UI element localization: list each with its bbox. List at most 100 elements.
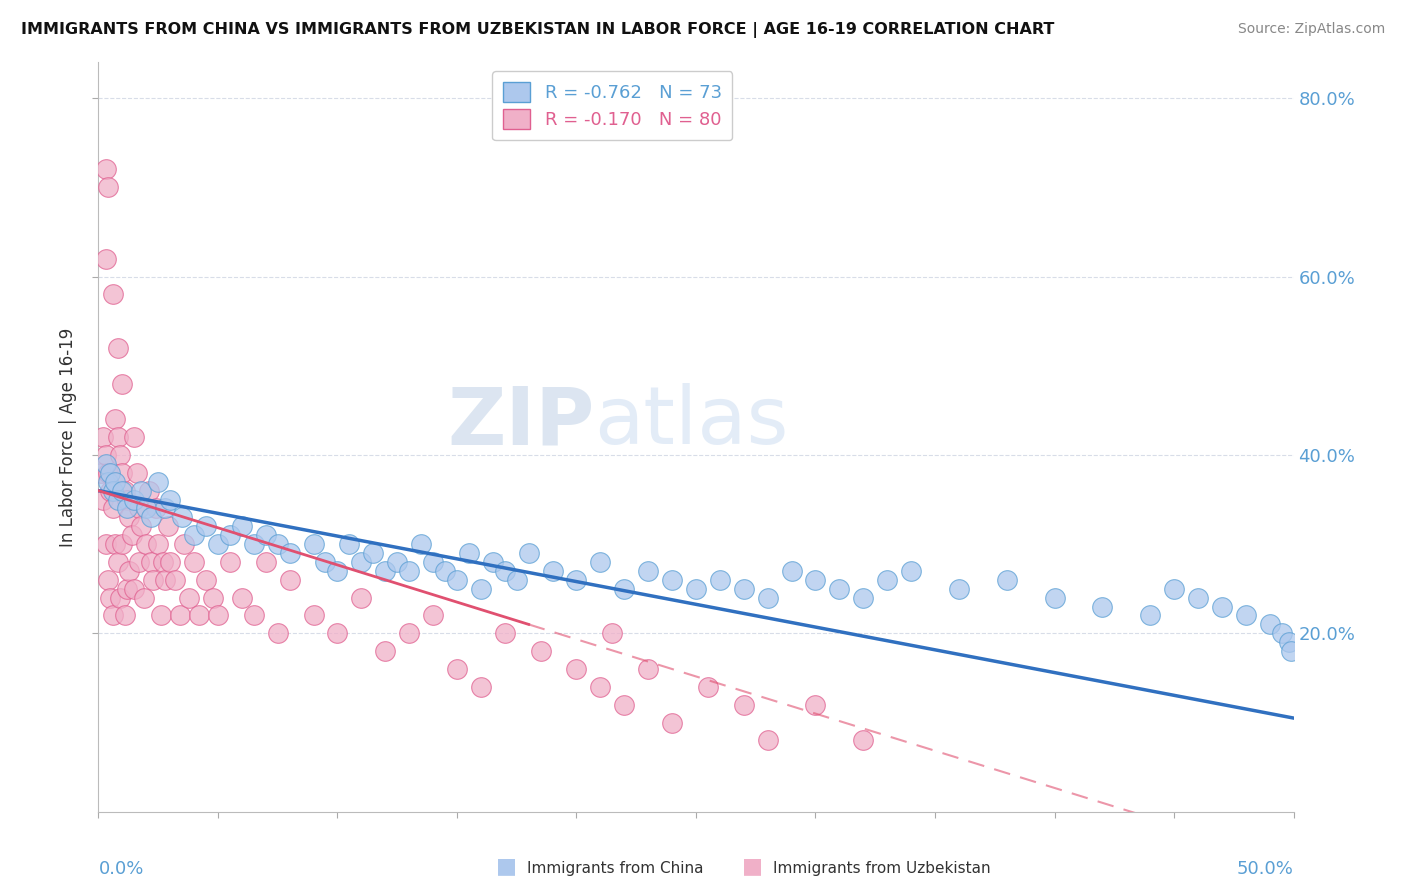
- Point: [709, 573, 731, 587]
- Point: [173, 537, 195, 551]
- Point: [104, 475, 127, 489]
- Point: [326, 564, 349, 578]
- Point: [411, 537, 433, 551]
- Point: [494, 626, 516, 640]
- Point: [1271, 626, 1294, 640]
- Y-axis label: In Labor Force | Age 16-19: In Labor Force | Age 16-19: [59, 327, 77, 547]
- Point: [374, 564, 396, 578]
- Point: [350, 555, 373, 569]
- Point: [97, 475, 120, 489]
- Point: [195, 519, 218, 533]
- Point: [756, 733, 779, 747]
- Point: [138, 483, 160, 498]
- Point: [207, 608, 229, 623]
- Point: [756, 591, 779, 605]
- Point: [315, 555, 337, 569]
- Point: [145, 501, 167, 516]
- Point: [1258, 617, 1281, 632]
- Point: [98, 483, 122, 498]
- Point: [219, 528, 242, 542]
- Point: [374, 644, 396, 658]
- Point: [114, 483, 136, 498]
- Legend: R = -0.762   N = 73, R = -0.170   N = 80: R = -0.762 N = 73, R = -0.170 N = 80: [492, 71, 733, 140]
- Point: [339, 537, 361, 551]
- Point: [94, 537, 117, 551]
- Point: [149, 608, 172, 623]
- Point: [114, 608, 136, 623]
- Point: [363, 546, 385, 560]
- Point: [804, 698, 827, 712]
- Point: [267, 626, 290, 640]
- Point: [172, 510, 194, 524]
- Point: [1043, 591, 1066, 605]
- Point: [104, 412, 127, 426]
- Point: [637, 662, 659, 676]
- Point: [163, 573, 186, 587]
- Point: [159, 555, 181, 569]
- Point: [267, 537, 290, 551]
- Point: [98, 591, 122, 605]
- Point: [115, 501, 138, 516]
- Point: [780, 564, 803, 578]
- Point: [565, 662, 588, 676]
- Point: [142, 573, 165, 587]
- Point: [97, 573, 120, 587]
- Point: [804, 573, 827, 587]
- Point: [1279, 644, 1302, 658]
- Point: [1187, 591, 1209, 605]
- Point: [104, 537, 127, 551]
- Point: [101, 483, 124, 498]
- Point: [302, 537, 325, 551]
- Point: [589, 680, 612, 694]
- Point: [187, 608, 209, 623]
- Point: [219, 555, 242, 569]
- Point: [661, 715, 683, 730]
- Text: 50.0%: 50.0%: [1237, 861, 1294, 879]
- Point: [148, 475, 170, 489]
- Point: [852, 591, 875, 605]
- Point: [94, 162, 117, 177]
- Text: IMMIGRANTS FROM CHINA VS IMMIGRANTS FROM UZBEKISTAN IN LABOR FORCE | AGE 16-19 C: IMMIGRANTS FROM CHINA VS IMMIGRANTS FROM…: [21, 22, 1054, 38]
- Point: [350, 591, 373, 605]
- Text: Immigrants from Uzbekistan: Immigrants from Uzbekistan: [773, 861, 991, 876]
- Point: [481, 555, 505, 569]
- Point: [1211, 599, 1233, 614]
- Point: [637, 564, 659, 578]
- Point: [94, 457, 117, 471]
- Point: [602, 626, 624, 640]
- Point: [876, 573, 898, 587]
- Point: [697, 680, 720, 694]
- Point: [124, 430, 146, 444]
- Point: [101, 287, 124, 301]
- Point: [1163, 582, 1185, 596]
- Point: [589, 555, 612, 569]
- Point: [565, 573, 588, 587]
- Point: [613, 582, 636, 596]
- Text: ■: ■: [496, 856, 516, 876]
- Point: [115, 492, 138, 507]
- Point: [124, 582, 146, 596]
- Point: [155, 573, 177, 587]
- Point: [517, 546, 540, 560]
- Point: [131, 519, 153, 533]
- Point: [91, 430, 114, 444]
- Point: [278, 573, 301, 587]
- Point: [107, 555, 129, 569]
- Point: [152, 555, 174, 569]
- Point: [385, 555, 409, 569]
- Point: [159, 492, 181, 507]
- Text: Immigrants from China: Immigrants from China: [527, 861, 704, 876]
- Point: [733, 698, 755, 712]
- Point: [101, 501, 124, 516]
- Point: [470, 582, 492, 596]
- Point: [155, 501, 177, 516]
- Point: [118, 510, 141, 524]
- Point: [94, 252, 117, 266]
- Point: [494, 564, 516, 578]
- Point: [90, 466, 112, 480]
- Point: [111, 466, 134, 480]
- Point: [131, 483, 153, 498]
- Point: [148, 537, 170, 551]
- Point: [446, 573, 468, 587]
- Point: [121, 528, 143, 542]
